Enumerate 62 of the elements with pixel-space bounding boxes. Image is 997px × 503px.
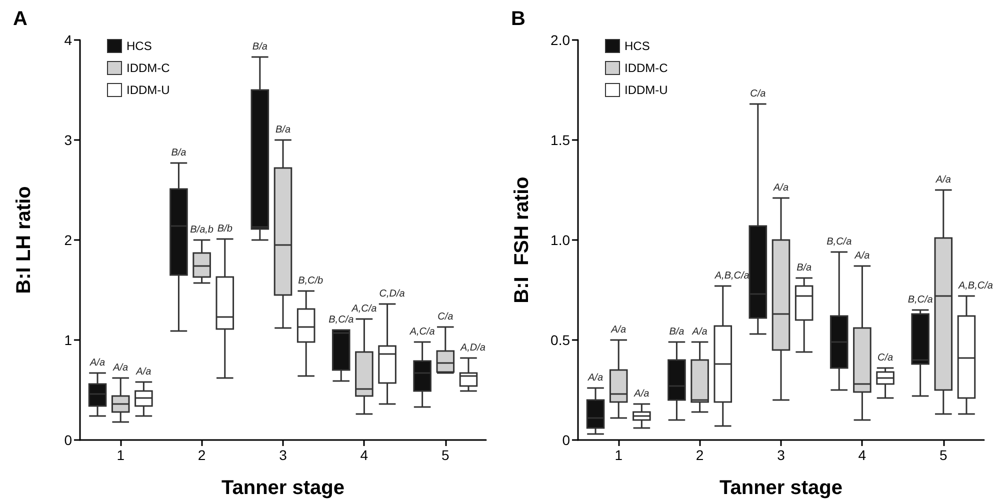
annotation: B,C/a (908, 294, 934, 306)
annotation: A/a (89, 358, 106, 368)
annotation: C/a (438, 312, 454, 322)
x-tick-label: 1 (116, 447, 125, 463)
x-tick-label: 3 (279, 447, 288, 463)
annotation: A/a (610, 324, 627, 336)
x-axis-title: Tanner stage (720, 477, 842, 499)
annotation: B/a,b (190, 224, 214, 236)
y-tick-label: 3 (64, 132, 72, 148)
x-tick-label: 2 (696, 447, 704, 463)
annotation: A,B,C/a (714, 270, 750, 282)
annotation: A/a (587, 372, 604, 384)
y-tick-label: 4 (64, 32, 72, 48)
x-tick-label: 4 (360, 447, 368, 463)
legend-label: HCS (126, 39, 152, 53)
y-tick-label: 1.0 (550, 232, 570, 248)
legend-label: IDDM-U (126, 83, 170, 97)
annotation: C,D/a (379, 288, 406, 300)
annotation: B/a (171, 148, 187, 158)
annotation: A/a (854, 250, 870, 262)
annotation: B/a (275, 124, 291, 136)
annotation: A/a (934, 174, 952, 186)
annotation: A/a (772, 182, 789, 194)
y-axis-title: B:I LH ratio (13, 186, 35, 294)
annotation: B,C/b (298, 276, 324, 286)
y-tick-label: 2 (64, 232, 72, 248)
chart-title: A (13, 8, 28, 30)
y-tick-label: 0 (562, 432, 570, 448)
annotation: B,C/a (826, 236, 852, 248)
annotation: B/a (669, 326, 685, 338)
chart-title: B (511, 8, 526, 30)
annotation: C/a (878, 352, 894, 364)
annotation: B/b (217, 224, 233, 234)
annotation: A/a (112, 362, 129, 374)
legend-label: IDDM-C (126, 61, 170, 75)
y-axis-title: B:I FSH ratio (511, 176, 533, 304)
annotation: B/a (796, 262, 812, 274)
annotation: A/a (633, 388, 650, 400)
x-tick-label: 2 (198, 447, 206, 463)
annotation: B/a (252, 42, 268, 52)
y-tick-label: 1.5 (550, 132, 570, 148)
legend-label: HCS (624, 39, 650, 53)
y-tick-label: 1 (64, 332, 72, 348)
legend-label: IDDM-C (624, 61, 668, 75)
x-tick-label: 5 (940, 447, 948, 463)
x-tick-label: 1 (614, 447, 623, 463)
annotation: A,C/a (350, 304, 378, 314)
annotation: A,D/a (459, 342, 486, 354)
annotation: A,B,C/a (957, 280, 994, 292)
annotation: C/a (750, 88, 766, 100)
legend-label: IDDM-U (624, 83, 668, 97)
annotation: A/a (135, 366, 152, 378)
y-tick-label: 0.5 (550, 332, 570, 348)
x-tick-label: 5 (442, 447, 450, 463)
y-tick-label: 0 (64, 432, 72, 448)
y-tick-label: 2.0 (550, 32, 570, 48)
x-tick-label: 3 (777, 447, 786, 463)
annotation: B,C/a (328, 314, 354, 326)
x-tick-label: 4 (858, 447, 866, 463)
annotation: A,C/a (408, 326, 436, 338)
x-axis-title: Tanner stage (222, 477, 344, 499)
annotation: A/a (691, 326, 708, 338)
